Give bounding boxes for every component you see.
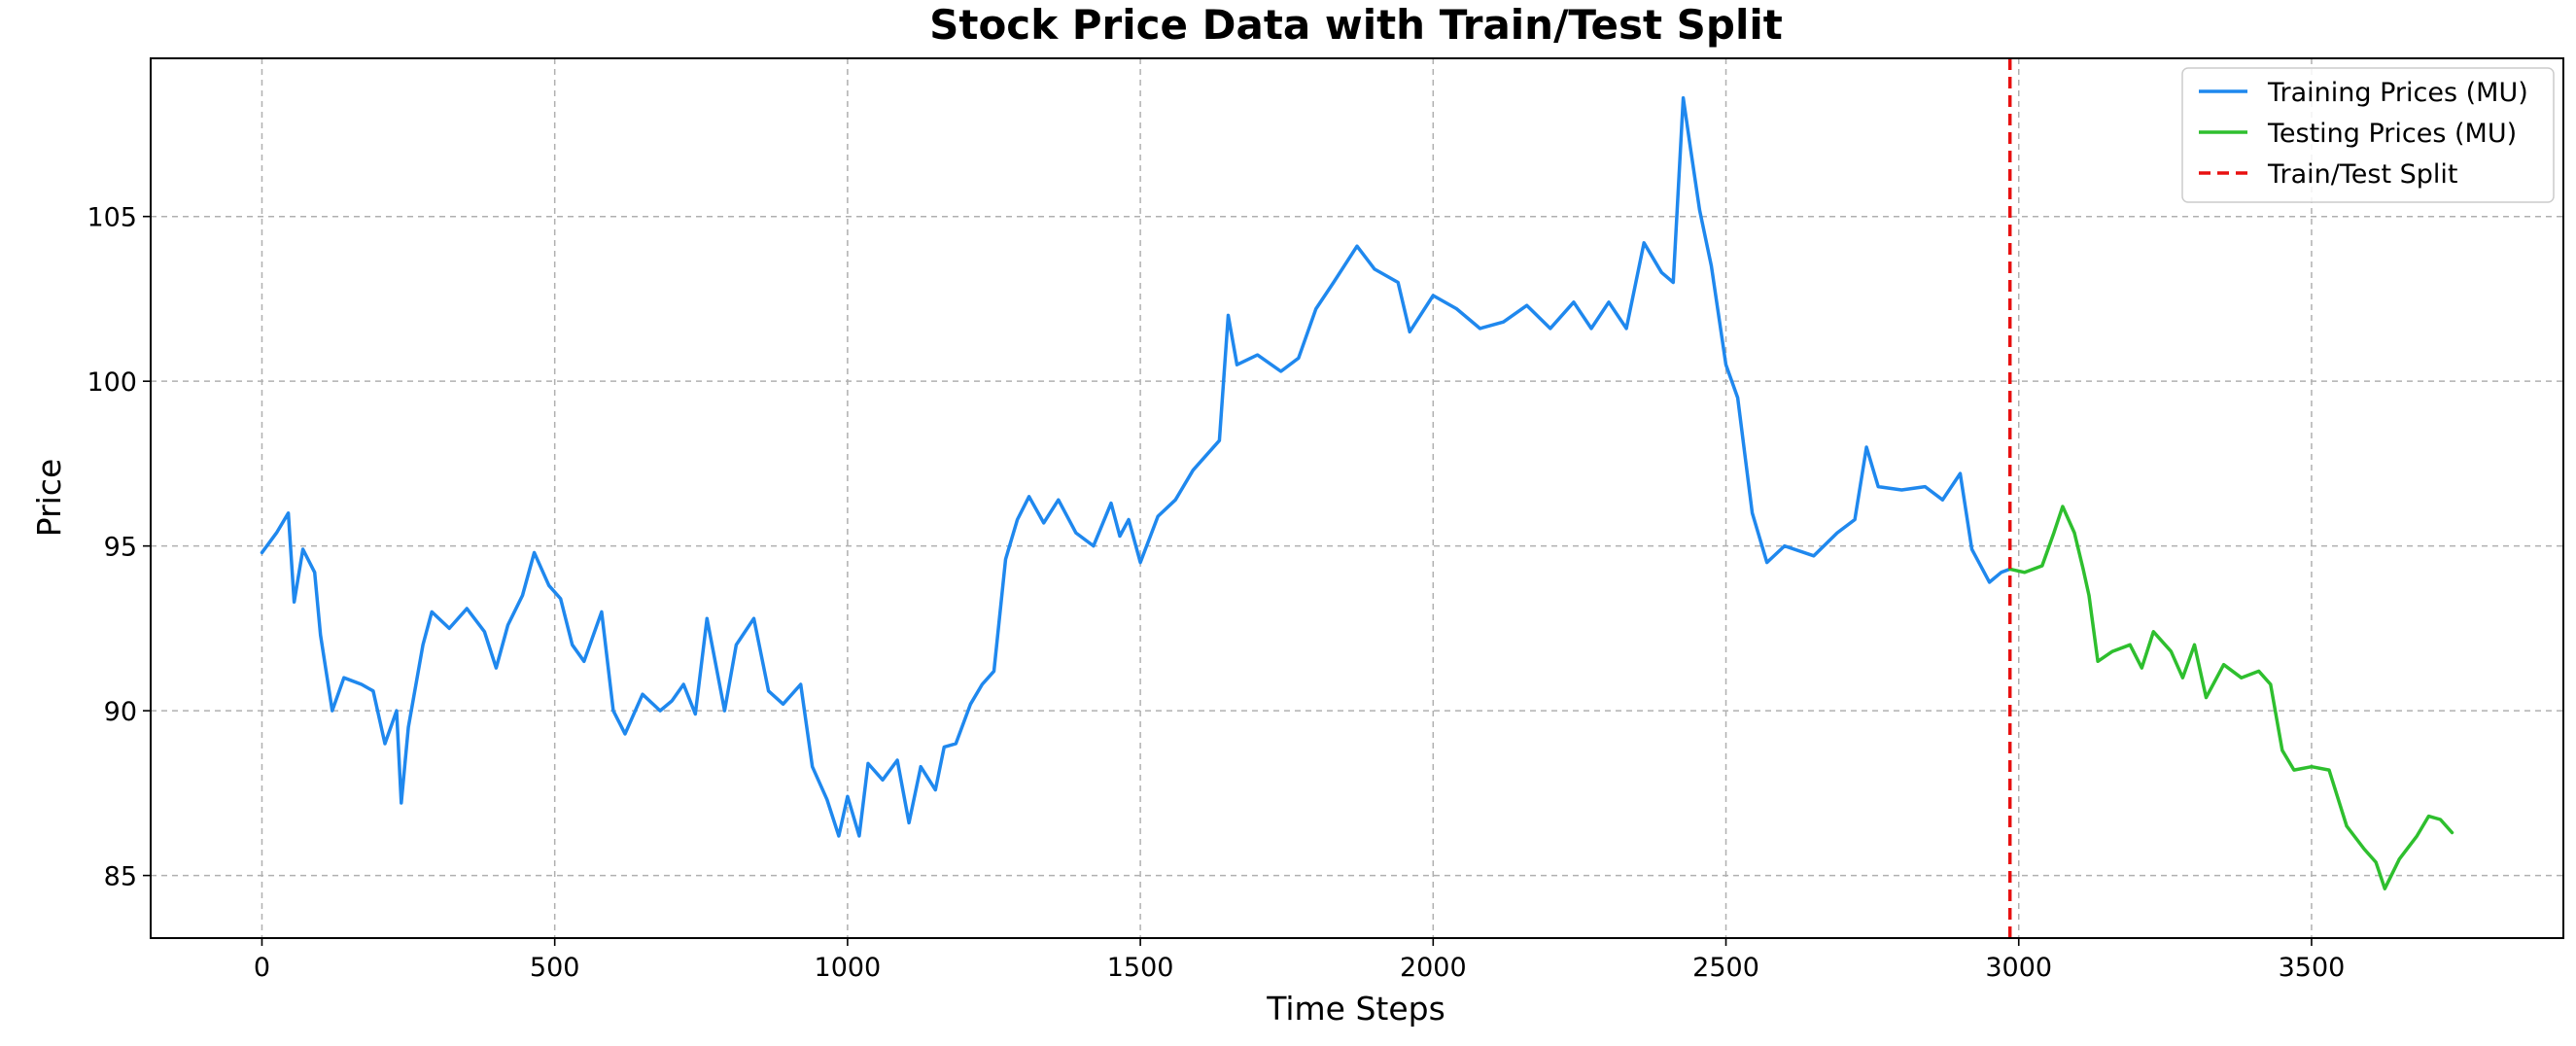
legend-box	[2181, 67, 2555, 203]
testing-prices-line	[2007, 505, 2454, 890]
plot-area	[260, 58, 2454, 938]
y-tick-label: 95	[104, 533, 137, 563]
plot-frame	[150, 57, 2564, 939]
x-tick-label: 1500	[1107, 953, 1174, 983]
y-axis-label: Price	[30, 459, 68, 538]
legend-label: Train/Test Split	[2267, 159, 2458, 190]
y-tick-label: 85	[104, 862, 137, 892]
legend-item-training: Training Prices (MU)	[2199, 78, 2528, 108]
legend-item-split: Train/Test Split	[2199, 159, 2458, 190]
legend-label: Training Prices (MU)	[2267, 78, 2528, 108]
legend-label: Testing Prices (MU)	[2267, 119, 2517, 149]
x-tick-label: 3500	[2279, 953, 2346, 983]
grid-lines	[151, 58, 2563, 938]
y-tick-label: 90	[104, 697, 137, 727]
x-axis-label: Time Steps	[1266, 990, 1445, 1028]
axis-ticks: 0 500 1000 1500 2000 2500 3000 3500 85 90 95 100 105	[87, 203, 2345, 983]
training-prices-line	[260, 95, 2012, 838]
y-tick-label: 100	[87, 367, 137, 398]
x-tick-label: 3000	[1985, 953, 2052, 983]
chart-legend: Training Prices (MU) Testing Prices (MU) T…	[2181, 67, 2555, 203]
x-tick-label: 0	[254, 953, 270, 983]
x-tick-label: 2500	[1692, 953, 1759, 983]
x-tick-label: 1000	[815, 953, 882, 983]
x-tick-label: 2000	[1400, 953, 1467, 983]
x-tick-label: 500	[530, 953, 580, 983]
chart-title: Stock Price Data with Train/Test Split	[929, 1, 1783, 49]
y-tick-label: 105	[87, 203, 137, 233]
legend-item-testing: Testing Prices (MU)	[2199, 119, 2517, 149]
